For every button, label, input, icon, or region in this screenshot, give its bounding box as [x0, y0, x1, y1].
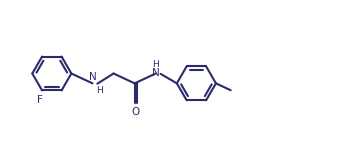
Text: N: N [89, 72, 96, 82]
Text: F: F [37, 95, 43, 105]
Text: N: N [152, 69, 160, 78]
Text: H: H [152, 60, 159, 69]
Text: H: H [97, 86, 103, 95]
Text: O: O [132, 107, 140, 117]
